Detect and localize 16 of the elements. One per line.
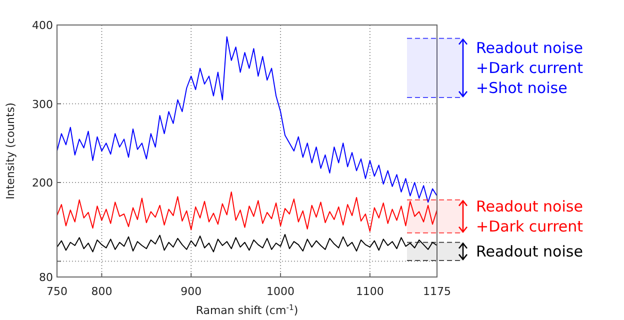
y-axis-title: Intensity (counts) bbox=[4, 102, 17, 200]
band-label: Readout noise +Dark current bbox=[476, 197, 584, 236]
band-label: Readout noise bbox=[476, 242, 583, 260]
y-tick-label: 80 bbox=[39, 271, 53, 284]
x-axis-title: Raman shift (cm$^{-1}$) bbox=[196, 302, 298, 317]
band-label: Readout noise +Dark current +Shot noise bbox=[476, 38, 584, 97]
line-series bbox=[56, 36, 438, 203]
y-tick-label: 200 bbox=[32, 176, 53, 190]
x-tick-label: 1100 bbox=[356, 285, 384, 298]
x-tick-label: 1000 bbox=[266, 285, 295, 298]
x-tick-label: 900 bbox=[180, 285, 202, 298]
x-tick-label: 1175 bbox=[423, 285, 451, 298]
x-tick-label: 800 bbox=[91, 285, 112, 298]
y-tick-label: 300 bbox=[32, 98, 53, 111]
y-tick-label: 400 bbox=[32, 19, 53, 32]
x-tick-label: 750 bbox=[46, 285, 68, 298]
